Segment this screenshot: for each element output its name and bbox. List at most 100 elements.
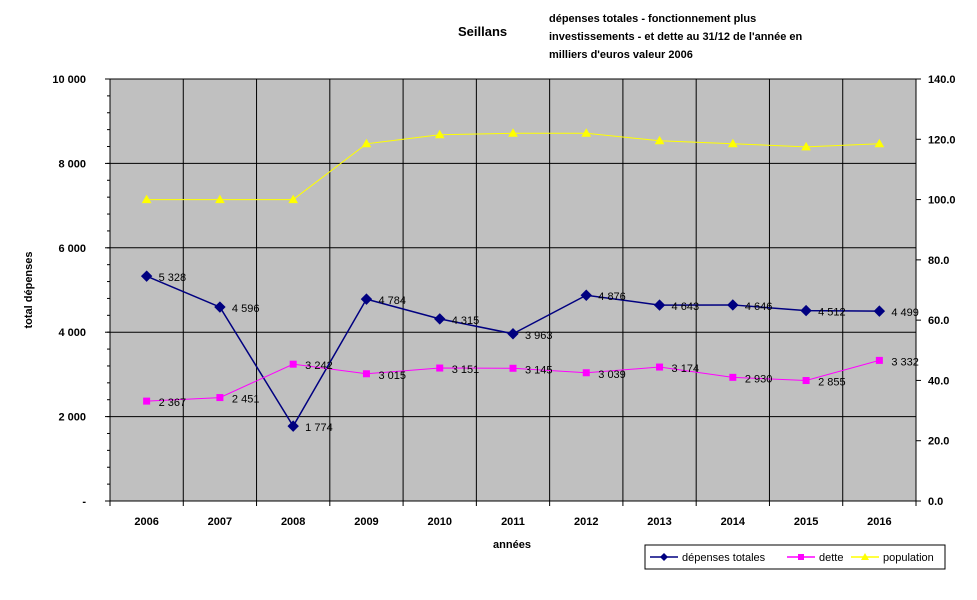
point-marker-depenses (580, 289, 592, 301)
data-label-0: 1 774 (305, 422, 333, 434)
point-marker-dette (289, 360, 297, 368)
y-right-tick-label: 40.0 (928, 375, 949, 387)
point-marker-population (215, 194, 225, 204)
y-right-tick-label: 0.0 (928, 496, 943, 508)
y-left-tick-label: - (82, 496, 86, 508)
y-left-tick-label: 10 000 (52, 74, 86, 86)
data-label-1: 2 451 (232, 394, 260, 406)
data-label-1: 3 332 (891, 356, 919, 368)
point-marker-dette (875, 356, 883, 364)
point-marker-depenses (140, 270, 153, 282)
x-tick-label: 2012 (574, 516, 598, 528)
x-tick-label: 2014 (721, 516, 746, 528)
data-label-0: 4 596 (232, 303, 260, 315)
point-marker-dette (729, 373, 737, 381)
x-tick-label: 2010 (427, 516, 451, 528)
point-marker-depenses (873, 305, 886, 317)
chart-subtitle-line-1: dépenses totales - fonctionnement plus (549, 13, 756, 25)
y-left-tick-label: 6 000 (58, 243, 86, 255)
legend-label-1: dette (819, 552, 843, 564)
x-tick-label: 2008 (281, 516, 305, 528)
data-label-1: 3 151 (452, 364, 480, 376)
point-marker-population (288, 194, 299, 204)
x-tick-label: 2013 (647, 516, 671, 528)
y-left-tick-label: 8 000 (58, 158, 86, 170)
data-label-1: 3 015 (378, 370, 406, 382)
legend: dépenses totales dette population (644, 544, 946, 570)
legend-marker-2 (861, 553, 869, 560)
data-label-0: 3 963 (525, 330, 553, 342)
point-marker-population (434, 129, 445, 139)
legend-marker-0 (660, 553, 668, 561)
point-marker-depenses (434, 313, 446, 325)
chart-subtitle-line-2: investissements - et dette au 31/12 de l… (549, 31, 803, 43)
y-right-tick-label: 100.0 (928, 195, 956, 207)
series-group (140, 128, 886, 432)
data-label-1: 2 367 (159, 397, 187, 409)
point-marker-depenses (507, 328, 519, 340)
point-marker-dette (802, 377, 810, 385)
x-tick-label: 2007 (208, 516, 232, 528)
point-marker-depenses (653, 299, 666, 311)
plot-area (109, 78, 917, 502)
point-marker-depenses (287, 420, 299, 432)
y-right-tick-label: 140.0 (928, 74, 956, 86)
data-label-0: 4 499 (891, 307, 919, 319)
point-marker-population (581, 128, 592, 137)
grid-lines (110, 79, 916, 501)
point-marker-population (654, 135, 665, 145)
point-marker-population (508, 128, 518, 137)
x-axis-title: années (493, 539, 531, 551)
data-label-0: 4 512 (818, 307, 846, 319)
point-marker-dette (509, 364, 517, 372)
legend-label-2: population (883, 552, 934, 564)
point-marker-dette (362, 370, 370, 378)
data-label-0: 5 328 (159, 272, 187, 284)
data-label-0: 4 876 (598, 291, 626, 303)
data-label-1: 2 930 (745, 373, 773, 385)
point-marker-depenses (214, 301, 226, 313)
axes: - 2 000 4 000 6 000 8 000 10 000 0.0 20.0 40.0 60… (52, 74, 955, 528)
point-marker-dette (216, 394, 224, 402)
point-marker-population (141, 194, 152, 204)
point-marker-population (874, 138, 885, 148)
legend-marker-1 (798, 554, 804, 560)
x-tick-label: 2006 (134, 516, 158, 528)
point-marker-dette (143, 397, 151, 405)
data-label-1: 3 039 (598, 369, 626, 381)
data-label-1: 2 855 (818, 377, 846, 389)
y-right-tick-label: 80.0 (928, 255, 949, 267)
data-label-1: 3 242 (305, 360, 333, 372)
x-tick-label: 2016 (867, 516, 891, 528)
y-left-tick-label: 4 000 (58, 327, 86, 339)
data-label-0: 4 784 (378, 295, 406, 307)
point-marker-population (727, 138, 738, 148)
point-marker-depenses (727, 299, 739, 311)
legend-label-0: dépenses totales (682, 552, 766, 564)
chart-subtitle-line-3: milliers d'euros valeur 2006 (549, 49, 693, 61)
x-tick-label: 2011 (501, 516, 525, 528)
y-axis-title: total dépenses (23, 251, 35, 328)
y-right-tick-label: 60.0 (928, 315, 949, 327)
data-label-1: 3 145 (525, 364, 553, 376)
chart-title: Seillans (458, 24, 507, 39)
point-marker-dette (436, 364, 444, 372)
x-tick-label: 2009 (354, 516, 378, 528)
y-left-tick-label: 2 000 (58, 412, 86, 424)
data-label-1: 3 174 (672, 363, 700, 375)
y-right-tick-label: 20.0 (928, 436, 949, 448)
data-labels: 5 328 4 596 1 774 4 784 4 315 3 963 4 876 4 643… (159, 272, 919, 434)
data-label-0: 4 646 (745, 301, 773, 313)
point-marker-dette (582, 369, 590, 377)
point-marker-depenses (360, 293, 373, 305)
point-marker-population (801, 141, 811, 151)
point-marker-population (361, 138, 372, 148)
x-tick-label: 2015 (794, 516, 818, 528)
point-marker-dette (656, 363, 664, 371)
y-right-tick-label: 120.0 (928, 134, 956, 146)
data-label-0: 4 315 (452, 315, 480, 327)
data-label-0: 4 643 (672, 301, 700, 313)
point-marker-depenses (800, 304, 812, 317)
